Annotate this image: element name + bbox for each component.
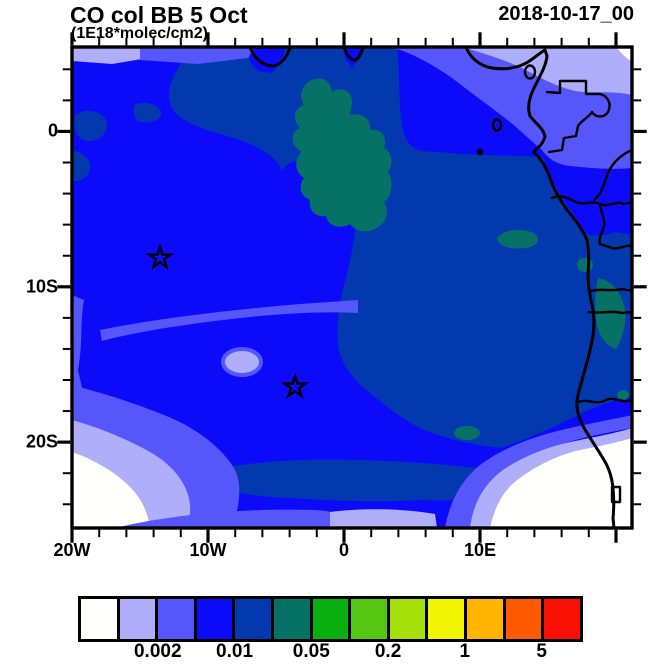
contour-region-navy-bottom-band <box>192 459 526 502</box>
colorbar-cell-3 <box>196 599 236 639</box>
contour-region-violet-mid-band <box>100 300 358 341</box>
y-tick-label: 0 <box>47 120 58 141</box>
contour-region-lavender-bottom-strip <box>330 509 437 528</box>
plot-datetime: 2018-10-17_00 <box>498 3 634 25</box>
contour-region-violet-nw <box>140 47 255 64</box>
y-tick-label: 20S <box>25 431 58 452</box>
island-sao-tome <box>476 148 484 156</box>
colorbar-cell-11 <box>505 599 545 639</box>
y-tick-label: 10S <box>25 276 58 297</box>
contour-region-lavender-mid-blob <box>221 347 263 377</box>
colorbar-cell-8 <box>389 599 429 639</box>
x-tick-label: 0 <box>338 540 350 560</box>
x-tick-label: 10W <box>189 540 227 560</box>
colorbar-cell-9 <box>428 599 468 639</box>
island-outlines <box>476 64 537 156</box>
colorbar-cell-1 <box>119 599 159 639</box>
colorbar-cell-4 <box>235 599 275 639</box>
contour-region-lavender-se <box>470 428 632 528</box>
x-tick-label: 10E <box>463 540 497 560</box>
contour-region-navy-blob-1 <box>74 110 108 141</box>
island-principe <box>491 118 503 132</box>
contour-region-teal-patch-2 <box>577 258 593 272</box>
contour-region-violet-left-strip <box>72 295 84 399</box>
colorbar-label: 5 <box>536 641 547 662</box>
contour-region-navy-blob-3 <box>133 102 162 123</box>
colorbar-cell-5 <box>274 599 313 639</box>
colorbar-cell-12 <box>544 599 580 639</box>
contour-region-violet-bottom-strip <box>115 509 345 528</box>
colorbar <box>78 596 583 642</box>
colorbar-cell-7 <box>351 599 390 639</box>
plot-units-subtitle: (1E18*molec/cm2) <box>71 25 208 42</box>
contour-region-teal-patch-1 <box>497 229 538 249</box>
contour-region-navy-blob-4 <box>230 112 257 133</box>
colorbar-label: 1 <box>459 641 471 662</box>
contour-region-navy-blob-2 <box>72 150 91 182</box>
contour-region-white-sw <box>72 452 150 528</box>
colorbar-cell-0 <box>81 599 120 639</box>
colorbar-label: 0.01 <box>216 641 254 662</box>
contour-region-navy-main <box>337 151 632 448</box>
contour-region-lavender-nw <box>72 47 145 64</box>
plot-title: CO col BB 5 Oct <box>70 2 248 28</box>
colorbar-label: 0.2 <box>374 641 402 662</box>
contour-region-teal-main <box>292 78 392 232</box>
contour-region-white-se <box>490 438 632 528</box>
colorbar-cell-10 <box>467 599 506 639</box>
colorbar-label: 0.002 <box>133 641 182 662</box>
colorbar-cell-2 <box>158 599 197 639</box>
contour-region-teal-patch-4 <box>454 426 480 440</box>
map-frame <box>70 45 634 530</box>
coastline <box>248 47 622 528</box>
island-bioko <box>523 64 537 80</box>
country-borders <box>545 79 632 404</box>
x-tick-label: 20W <box>53 540 91 560</box>
axis-ticks <box>57 32 647 543</box>
colorbar-label: 0.05 <box>292 641 330 662</box>
contour-region-teal-patch-3 <box>595 278 626 349</box>
contour-region-white-ne-corner <box>616 47 632 62</box>
contour-region-teal-patch-5 <box>617 390 629 400</box>
colorbar-cell-6 <box>312 599 352 639</box>
